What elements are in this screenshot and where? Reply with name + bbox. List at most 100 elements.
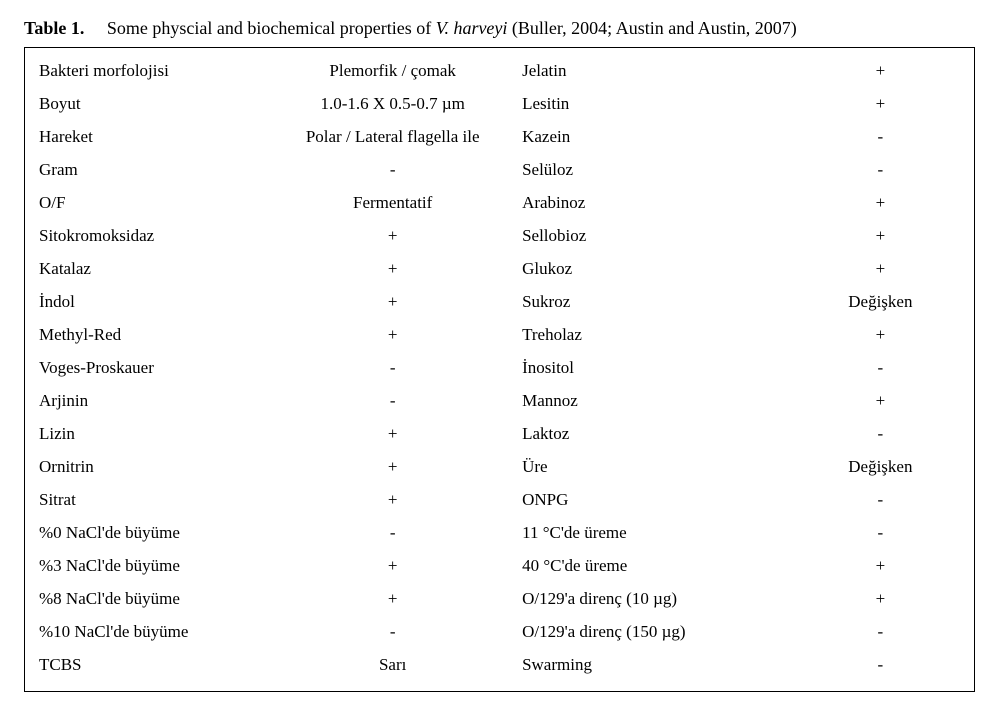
properties-tbody: Bakteri morfolojisiPlemorfik / çomakJela…	[35, 54, 964, 681]
table-cell: Ornitrin	[35, 450, 267, 483]
table-cell: +	[797, 219, 964, 252]
table-cell: İnositol	[518, 351, 797, 384]
table-row: Sitokromoksidaz+Sellobioz+	[35, 219, 964, 252]
table-cell: Swarming	[518, 648, 797, 681]
table-cell: +	[797, 384, 964, 417]
table-cell: Bakteri morfolojisi	[35, 54, 267, 87]
table-cell: +	[267, 219, 518, 252]
table-cell: -	[797, 648, 964, 681]
table-cell: -	[797, 615, 964, 648]
table-cell: Fermentatif	[267, 186, 518, 219]
table-cell: Jelatin	[518, 54, 797, 87]
table-cell: O/129'a direnç (10 µg)	[518, 582, 797, 615]
table-cell: Voges-Proskauer	[35, 351, 267, 384]
table-cell: 11 °C'de üreme	[518, 516, 797, 549]
table-cell: -	[797, 351, 964, 384]
caption-italic: V. harveyi	[436, 18, 508, 38]
table-cell: +	[267, 549, 518, 582]
table-cell: -	[267, 615, 518, 648]
table-cell: Lizin	[35, 417, 267, 450]
caption-text-after-italic: (Buller, 2004; Austin and Austin, 2007)	[507, 18, 796, 38]
table-cell: ONPG	[518, 483, 797, 516]
table-cell: -	[797, 483, 964, 516]
table-row: Arjinin-Mannoz+	[35, 384, 964, 417]
table-cell: -	[797, 153, 964, 186]
table-cell: -	[797, 516, 964, 549]
table-cell: +	[267, 450, 518, 483]
table-cell: Sukroz	[518, 285, 797, 318]
table-cell: -	[267, 351, 518, 384]
table-cell: Lesitin	[518, 87, 797, 120]
table-row: İndol+SukrozDeğişken	[35, 285, 964, 318]
table-cell: Methyl-Red	[35, 318, 267, 351]
table-cell: Selüloz	[518, 153, 797, 186]
table-cell: +	[797, 582, 964, 615]
table-cell: Gram	[35, 153, 267, 186]
table-row: %0 NaCl'de büyüme-11 °C'de üreme-	[35, 516, 964, 549]
table-row: Gram-Selüloz-	[35, 153, 964, 186]
table-cell: Arjinin	[35, 384, 267, 417]
table-cell: Sellobioz	[518, 219, 797, 252]
table-row: %8 NaCl'de büyüme+O/129'a direnç (10 µg)…	[35, 582, 964, 615]
table-row: Voges-Proskauer-İnositol-	[35, 351, 964, 384]
table-cell: +	[267, 417, 518, 450]
table-cell: +	[267, 483, 518, 516]
table-cell: TCBS	[35, 648, 267, 681]
caption-label: Table 1.	[24, 18, 84, 38]
page: Table 1. Some physcial and biochemical p…	[0, 0, 999, 716]
table-cell: -	[267, 384, 518, 417]
table-cell: Sitokromoksidaz	[35, 219, 267, 252]
table-cell: Hareket	[35, 120, 267, 153]
table-cell: Treholaz	[518, 318, 797, 351]
table-cell: Plemorfik / çomak	[267, 54, 518, 87]
table-cell: Katalaz	[35, 252, 267, 285]
table-cell: Polar / Lateral flagella ile	[267, 120, 518, 153]
table-cell: +	[797, 186, 964, 219]
table-row: O/FFermentatifArabinoz+	[35, 186, 964, 219]
caption-text-before-italic: Some physcial and biochemical properties…	[107, 18, 436, 38]
table-row: Lizin+Laktoz-	[35, 417, 964, 450]
table-cell: %8 NaCl'de büyüme	[35, 582, 267, 615]
table-row: Methyl-Red+Treholaz+	[35, 318, 964, 351]
table-row: Ornitrin+ÜreDeğişken	[35, 450, 964, 483]
table-cell: +	[797, 318, 964, 351]
table-cell: +	[267, 582, 518, 615]
table-cell: +	[797, 252, 964, 285]
table-cell: Değişken	[797, 285, 964, 318]
table-row: HareketPolar / Lateral flagella ileKazei…	[35, 120, 964, 153]
table-cell: Glukoz	[518, 252, 797, 285]
table-cell: +	[797, 549, 964, 582]
table-cell: +	[267, 318, 518, 351]
table-row: Katalaz+Glukoz+	[35, 252, 964, 285]
table-caption: Table 1. Some physcial and biochemical p…	[24, 16, 975, 41]
table-cell: %0 NaCl'de büyüme	[35, 516, 267, 549]
table-row: Sitrat+ONPG-	[35, 483, 964, 516]
table-cell: +	[267, 285, 518, 318]
table-frame: Bakteri morfolojisiPlemorfik / çomakJela…	[24, 47, 975, 692]
table-cell: O/129'a direnç (150 µg)	[518, 615, 797, 648]
table-row: %10 NaCl'de büyüme-O/129'a direnç (150 µ…	[35, 615, 964, 648]
table-cell: -	[797, 417, 964, 450]
table-cell: +	[797, 87, 964, 120]
table-cell: Laktoz	[518, 417, 797, 450]
table-cell: 40 °C'de üreme	[518, 549, 797, 582]
table-cell: Sitrat	[35, 483, 267, 516]
table-row: Bakteri morfolojisiPlemorfik / çomakJela…	[35, 54, 964, 87]
table-cell: Kazein	[518, 120, 797, 153]
caption-separator	[89, 18, 103, 38]
table-cell: %3 NaCl'de büyüme	[35, 549, 267, 582]
table-cell: -	[267, 153, 518, 186]
table-cell: Üre	[518, 450, 797, 483]
table-cell: +	[797, 54, 964, 87]
table-cell: İndol	[35, 285, 267, 318]
table-cell: Değişken	[797, 450, 964, 483]
table-cell: -	[267, 516, 518, 549]
table-cell: Boyut	[35, 87, 267, 120]
table-row: Boyut1.0-1.6 X 0.5-0.7 µmLesitin+	[35, 87, 964, 120]
table-row: TCBSSarıSwarming-	[35, 648, 964, 681]
table-cell: O/F	[35, 186, 267, 219]
table-cell: Arabinoz	[518, 186, 797, 219]
table-cell: Mannoz	[518, 384, 797, 417]
table-row: %3 NaCl'de büyüme+40 °C'de üreme+	[35, 549, 964, 582]
table-cell: %10 NaCl'de büyüme	[35, 615, 267, 648]
